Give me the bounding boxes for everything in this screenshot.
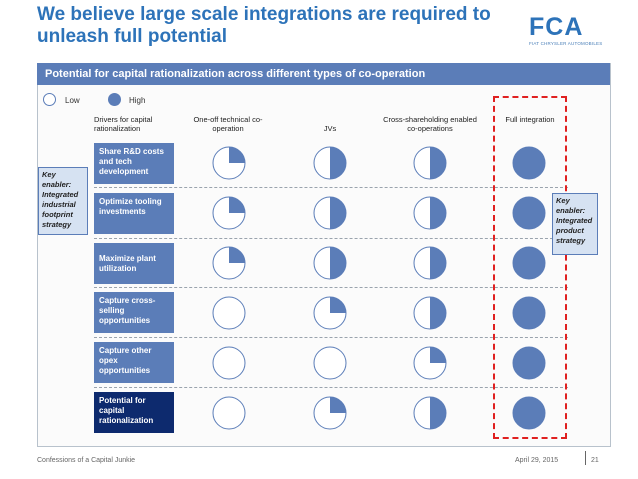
harvey-ball [313,346,347,380]
row-separator [94,387,568,388]
harvey-ball [413,396,447,430]
harvey-ball [313,196,347,230]
logo-subtitle: FIAT CHRYSLER AUTOMOBILES [529,41,603,46]
harvey-ball [313,396,347,430]
page-number: 21 [591,457,599,464]
legend-low-icon [43,93,56,106]
footer-source: Confessions of a Capital Junkie [37,457,136,464]
legend-high-icon [108,93,121,106]
driver-cross-selling: Capture cross-selling opportunities [94,292,174,333]
harvey-ball [413,146,447,180]
driver-maximize-plant: Maximize plant utilization [94,243,174,284]
harvey-ball [413,296,447,330]
column-header-one-off: One-off technical co-operation [193,115,263,133]
row-separator [94,187,568,188]
driver-optimize-tooling: Optimize tooling investments [94,193,174,234]
harvey-ball [313,246,347,280]
footer-date: April 29, 2015 [515,457,559,464]
section-banner: Potential for capital rationalization ac… [37,63,610,85]
harvey-ball [212,246,246,280]
harvey-ball [313,296,347,330]
row-separator [94,287,568,288]
harvey-ball [512,396,546,430]
harvey-ball [512,146,546,180]
harvey-ball [512,296,546,330]
row-separator [94,238,568,239]
driver-other-opex: Capture other opex opportunities [94,342,174,383]
harvey-ball [413,246,447,280]
harvey-ball [413,346,447,380]
right-key-enabler-callout: Key enabler: Integrated product strategy [552,193,598,255]
fca-logo: FCA FIAT CHRYSLER AUTOMOBILES [529,14,609,54]
column-header-cross-shareholding: Cross-shareholding enabled co-operations [383,115,477,133]
legend-low-label: Low [65,96,80,105]
harvey-ball [413,196,447,230]
driver-capital-rationalization: Potential for capital rationalization [94,392,174,433]
footer-divider [585,451,586,465]
left-key-enabler-callout: Key enabler: Integrated industrial footp… [38,167,88,235]
legend-high-label: High [129,96,146,105]
harvey-ball [313,146,347,180]
harvey-ball [512,196,546,230]
harvey-ball [212,196,246,230]
harvey-ball [512,346,546,380]
driver-share-rnd: Share R&D costs and tech development [94,143,174,184]
logo-letters: FCA [529,13,584,41]
column-header-jvs: JVs [323,124,337,133]
harvey-ball [212,296,246,330]
harvey-ball [212,346,246,380]
row-separator [94,337,568,338]
harvey-ball [512,246,546,280]
column-header-full-integration: Full integration [505,115,555,124]
page-title: We believe large scale integrations are … [37,4,491,47]
harvey-ball [212,396,246,430]
full-integration-highlight [493,96,567,439]
column-header-drivers: Drivers for capital rationalization [94,115,153,133]
harvey-ball [212,146,246,180]
